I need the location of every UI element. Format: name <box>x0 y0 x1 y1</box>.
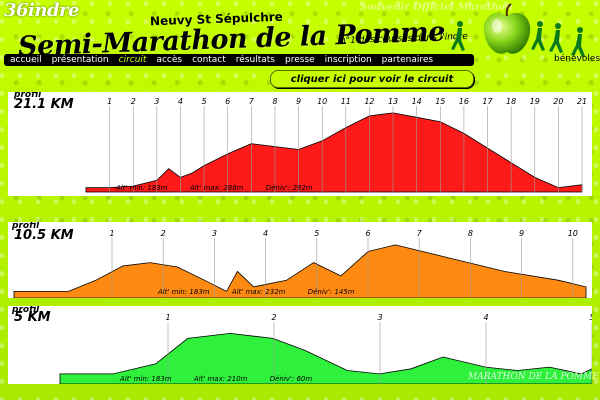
nav-item-1[interactable]: présentation <box>51 55 109 65</box>
km-marker-label: 15 <box>435 97 445 106</box>
profile-panel-10km: 1 2 3 4 5 6 7 8 9 10 profil 10.5 KM Alt' min: 183… <box>8 222 592 298</box>
km-marker-label: 21 <box>577 97 587 106</box>
profile-distance: 21.1 KM <box>14 97 74 112</box>
main-nav: accueil présentation circuit accès contact ré… <box>4 54 474 66</box>
alt-max: Alt' max: 210m <box>193 375 248 383</box>
km-marker-label: 1 <box>107 97 112 106</box>
km-marker-label: 20 <box>553 97 563 106</box>
alt-max: Alt' max: 232m <box>231 288 286 296</box>
nav-item-7[interactable]: inscription <box>324 55 372 65</box>
profile-distance: 10.5 KM <box>14 228 74 243</box>
km-marker-label: 3 <box>377 313 382 322</box>
nav-item-5[interactable]: résultats <box>235 55 275 65</box>
profile-chart-21km: 1 2 3 4 5 6 7 8 9 10 11 12 13 14 15 16 17 18 19 20 21 <box>85 97 587 193</box>
km-marker-label: 11 <box>341 97 351 106</box>
nav-item-3[interactable]: accès <box>156 55 183 65</box>
km-marker-label: 7 <box>249 97 255 106</box>
km-marker-label: 4 <box>483 313 488 322</box>
deniv: Déniv': 292m <box>265 184 313 192</box>
km-marker-label: 6 <box>225 97 230 106</box>
apple-logo <box>483 3 531 54</box>
km-marker-label: 5 <box>589 313 592 322</box>
site-tag: 36indre <box>4 0 80 21</box>
km-marker-label: 4 <box>178 97 183 106</box>
deniv: Déniv': 60m <box>269 375 313 383</box>
profile-distance: 5 KM <box>14 310 51 325</box>
deniv: Déniv': 145m <box>307 288 355 296</box>
km-marker-label: 14 <box>412 97 422 106</box>
profile-chart-5km: 1 2 3 4 5 <box>59 313 592 384</box>
km-marker-label: 10 <box>317 97 327 106</box>
km-marker-label: 7 <box>417 229 423 238</box>
benevoles-link[interactable]: bénévoles <box>554 54 600 64</box>
nav-item-0[interactable]: accueil <box>10 55 42 65</box>
km-marker-label: 4 <box>263 229 268 238</box>
km-marker-label: 13 <box>388 97 398 106</box>
alt-min: Alt' min: 183m <box>120 375 172 383</box>
km-marker-label: 3 <box>154 97 159 106</box>
profile-panel-5km: 1 2 3 4 5 profil 5 KM Alt' min: 183m Alt' ma… <box>8 306 592 384</box>
km-marker-label: 18 <box>506 97 516 106</box>
profile-chart-10km: 1 2 3 4 5 6 7 8 9 10 <box>13 229 587 298</box>
alt-max: Alt' max: 288m <box>189 184 244 192</box>
km-marker-label: 19 <box>530 97 540 106</box>
elevation-area <box>13 244 587 298</box>
km-marker-label: 12 <box>364 97 374 106</box>
view-circuit-button[interactable]: cliquer ici pour voir le circuit <box>270 70 474 88</box>
profile-stats: Alt' min: 183m Alt' max: 232m Déniv': 14… <box>158 288 375 296</box>
profile-stats: Alt' min: 183m Alt' max: 210m Déniv': 60… <box>120 375 332 383</box>
km-marker-label: 2 <box>271 313 276 322</box>
km-marker-label: 6 <box>365 229 370 238</box>
km-marker-label: 17 <box>482 97 493 106</box>
km-marker-label: 5 <box>202 97 207 106</box>
watermark: MARATHON DE LA POMME <box>468 372 599 382</box>
nav-item-4[interactable]: contact <box>192 55 226 65</box>
km-marker-label: 2 <box>161 229 166 238</box>
nav-item-2[interactable]: circuit <box>118 55 147 65</box>
km-marker-label: 16 <box>459 97 469 106</box>
elevation-area <box>59 332 592 384</box>
profile-label: profil <box>12 306 40 315</box>
km-marker-label: 8 <box>272 97 277 106</box>
km-marker-label: 2 <box>131 97 136 106</box>
runners-logo <box>451 21 585 57</box>
km-marker-label: 9 <box>296 97 301 106</box>
profile-label: profil <box>14 92 42 100</box>
km-marker-label: 5 <box>314 229 319 238</box>
km-marker-label: 8 <box>468 229 473 238</box>
nav-item-6[interactable]: presse <box>285 55 315 65</box>
km-marker-label: 3 <box>212 229 217 238</box>
elevation-area <box>85 112 583 193</box>
souvenir-text: Souvenir Officiel Marathon <box>360 2 513 13</box>
alt-min: Alt' min: 183m <box>116 184 168 192</box>
profile-label: profil <box>12 222 40 231</box>
km-marker-label: 1 <box>165 313 170 322</box>
km-marker-label: 9 <box>519 229 524 238</box>
km-marker-label: 1 <box>109 229 114 238</box>
km-marker-label: 10 <box>568 229 578 238</box>
profile-panel-21km: 1 2 3 4 5 6 7 8 9 10 11 12 13 14 15 16 17 18 19 20 21 profil… <box>8 92 592 196</box>
alt-min: Alt' min: 183m <box>158 288 210 296</box>
profile-stats: Alt' min: 183m Alt' max: 288m Déniv': 29… <box>116 184 333 192</box>
nav-item-8[interactable]: partenaires <box>381 55 434 65</box>
